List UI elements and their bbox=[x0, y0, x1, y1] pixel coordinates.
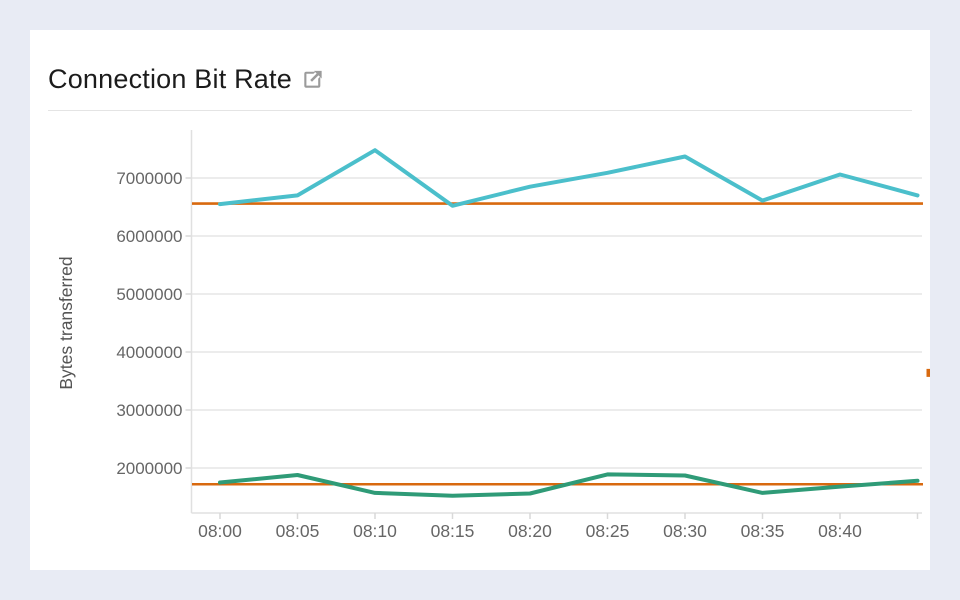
header-divider bbox=[48, 110, 912, 111]
y-axis-tick-label: 3000000 bbox=[116, 401, 182, 420]
chart-title: Connection Bit Rate bbox=[48, 64, 292, 94]
y-axis-tick-label: 2000000 bbox=[116, 459, 182, 478]
y-axis-tick-label: 7000000 bbox=[116, 169, 182, 188]
line-chart[interactable]: 7000000 6000000 5000000 4000000 3000000 20000… bbox=[30, 30, 930, 570]
chart-card: Connection Bit Rate 7000000 6000000 500000… bbox=[30, 30, 930, 570]
y-axis-tick-label: 4000000 bbox=[116, 343, 182, 362]
x-axis-tick-label: 08:15 bbox=[431, 521, 475, 541]
x-axis-tick-label: 08:30 bbox=[663, 521, 707, 541]
y-axis-tick-label: 5000000 bbox=[116, 285, 182, 304]
x-axis-tick-label: 08:20 bbox=[508, 521, 552, 541]
external-link-icon[interactable] bbox=[302, 67, 325, 95]
x-axis-tick-label: 08:25 bbox=[586, 521, 630, 541]
x-axis-tick-label: 08:10 bbox=[353, 521, 397, 541]
x-axis-tick-label: 08:05 bbox=[276, 521, 320, 541]
y-axis-title: Bytes transferred bbox=[56, 256, 76, 389]
series-line-lower-series bbox=[218, 472, 920, 498]
right-edge-marker bbox=[926, 368, 930, 377]
x-axis-tick-label: 08:40 bbox=[818, 521, 862, 541]
x-axis-tick-label: 08:35 bbox=[741, 521, 785, 541]
card-header: Connection Bit Rate bbox=[30, 30, 930, 95]
series-line-upper-series bbox=[218, 148, 920, 208]
x-axis-tick-label: 08:00 bbox=[198, 521, 242, 541]
y-axis-tick-label: 6000000 bbox=[116, 227, 182, 246]
